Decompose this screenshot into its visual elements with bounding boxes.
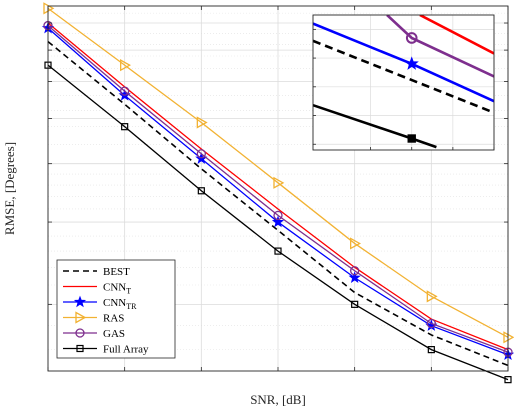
- legend-label: GAS: [103, 328, 125, 340]
- series-line-ras: [47, 7, 509, 338]
- data-point-full-array: [504, 376, 512, 384]
- data-point-full-array: [121, 123, 129, 131]
- series-full-array: [44, 61, 512, 384]
- legend-box: [56, 259, 176, 359]
- inset-data-point-full-array: [407, 134, 416, 143]
- legend-label-subscript: T: [126, 287, 131, 296]
- inset-series-best: [313, 39, 494, 114]
- legend-label: CNNT: [103, 282, 131, 296]
- x-axis-label: SNR, [dB]: [250, 392, 306, 407]
- data-point-full-array: [427, 346, 435, 354]
- data-point-full-array: [197, 187, 205, 195]
- data-point-ras: [120, 59, 132, 72]
- series-line-full-array: [47, 64, 509, 381]
- main-axes: [47, 5, 509, 372]
- legend-label-subscript: TR: [126, 302, 137, 311]
- legend-label: RAS: [103, 313, 124, 325]
- data-point-gas: [196, 149, 206, 159]
- data-point-ras: [503, 331, 514, 344]
- legend-label-name: GAS: [103, 328, 125, 340]
- legend-label-name: CNN: [103, 297, 126, 309]
- legend-entry-ras: RAS: [63, 311, 124, 325]
- y-axis-label: RMSE, [Degrees]: [2, 142, 17, 235]
- inset-data-point-gas: [405, 32, 418, 44]
- data-point-cnn-tr: [271, 215, 285, 228]
- series-best: [47, 40, 509, 367]
- legend-entry-cnn-tr: CNNTR: [63, 295, 137, 311]
- data-point-ras: [426, 290, 438, 303]
- inset-series-cnn-t: [419, 15, 494, 55]
- data-point-gas: [426, 318, 436, 329]
- legend-label-name: RAS: [103, 313, 124, 325]
- data-point-gas: [273, 210, 283, 221]
- inset-series-cnn-tr: [313, 22, 494, 103]
- main-series-layer: [41, 2, 514, 384]
- inset-data-point-cnn-tr: [404, 56, 419, 70]
- legend-entry-cnn-t: CNNT: [63, 282, 131, 296]
- legend-swatch-marker: [73, 295, 87, 308]
- legend-label: CNNTR: [103, 297, 137, 311]
- data-point-gas: [120, 86, 130, 96]
- inset-series-layer: [313, 15, 494, 149]
- legend-swatch-marker: [75, 311, 87, 324]
- inset-series-gas: [386, 15, 494, 78]
- legend-label-name: BEST: [103, 266, 130, 278]
- data-point-ras: [273, 176, 285, 189]
- legend-swatch-marker: [75, 328, 85, 338]
- legend-label: Full Array: [103, 344, 149, 356]
- inset-series-line-best: [313, 39, 494, 114]
- data-point-cnn-tr: [348, 271, 361, 283]
- data-point-gas: [350, 266, 360, 276]
- legend-entry-full-array: Full Array: [63, 344, 149, 356]
- series-line-best: [47, 40, 509, 367]
- legend-entry-best: BEST: [63, 266, 130, 278]
- data-point-full-array: [274, 247, 282, 255]
- legend-swatch-marker: [76, 344, 84, 353]
- legend-label-name: Full Array: [103, 344, 149, 356]
- legend-entry-gas: GAS: [63, 328, 125, 340]
- series-line-gas: [47, 25, 509, 353]
- inset-frame: [312, 14, 495, 151]
- data-point-ras: [350, 237, 362, 250]
- inset-zoom-plot: [312, 14, 495, 151]
- legend-label-name: CNN: [103, 282, 126, 294]
- data-point-full-array: [351, 300, 359, 308]
- inset-series-line-cnn-t: [419, 15, 494, 55]
- data-point-ras: [196, 116, 208, 129]
- legend-label: BEST: [103, 266, 130, 278]
- inset-series-line-gas: [386, 15, 494, 78]
- inset-series-full-array: [313, 103, 437, 149]
